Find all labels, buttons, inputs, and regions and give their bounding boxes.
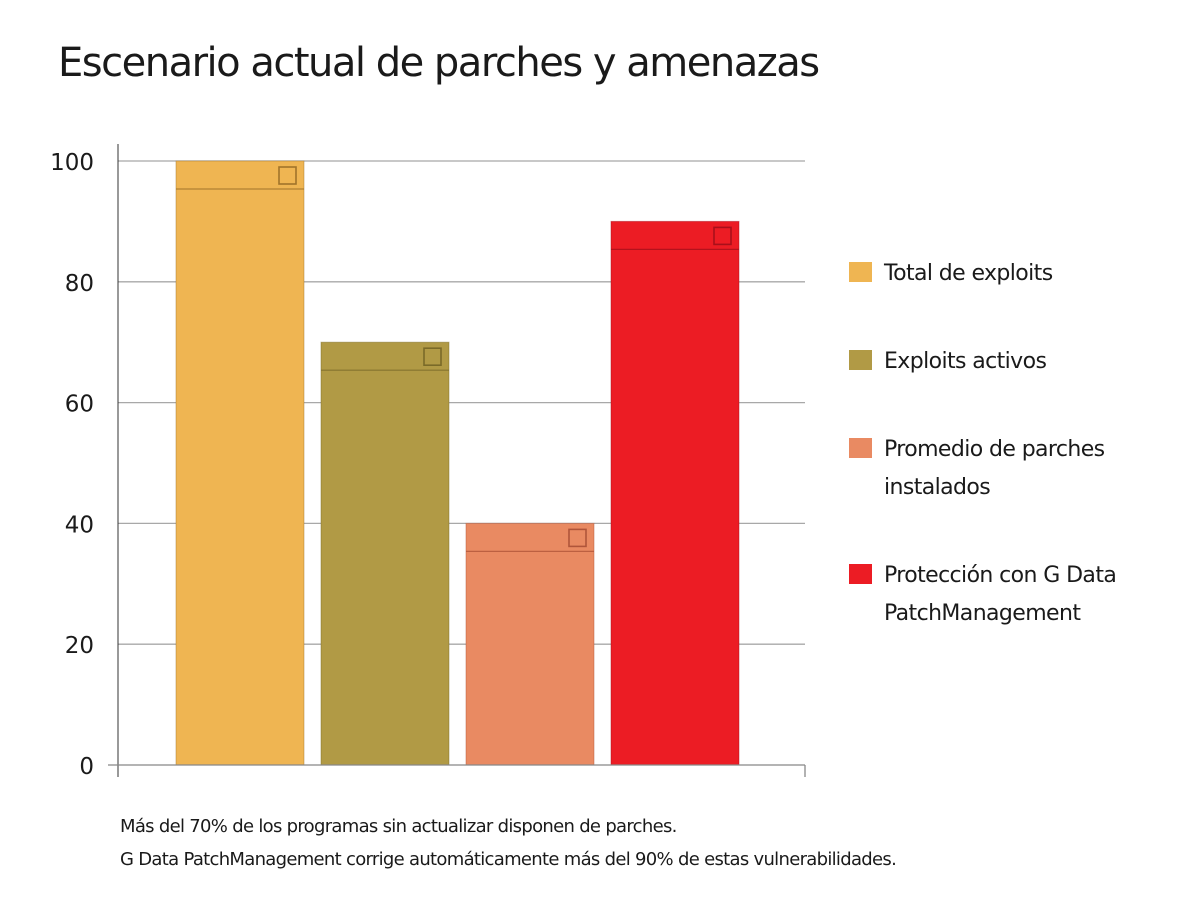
legend-label: Total de exploits [884, 261, 1053, 286]
y-tick-label: 100 [50, 150, 94, 176]
legend-label: Exploits activos [884, 349, 1047, 374]
y-tick-label: 0 [79, 754, 94, 780]
bar [175, 160, 305, 766]
footnote: Más del 70% de los programas sin actuali… [120, 816, 677, 837]
bar-group [320, 341, 450, 766]
legend-swatch [849, 262, 872, 282]
bar-group [175, 160, 305, 766]
legend-swatch [849, 350, 872, 370]
bar [320, 341, 450, 766]
footnotes: Más del 70% de los programas sin actuali… [120, 810, 897, 876]
bar-group [610, 220, 740, 766]
legend-item-installed-patches: Promedio de parches instalados [849, 431, 1164, 507]
bar-marker-square [713, 226, 732, 246]
bar-marker-square [423, 347, 442, 367]
bar-marker-square [278, 166, 297, 185]
legend-label: Promedio de parches instalados [884, 437, 1105, 500]
y-tick-label: 20 [65, 633, 94, 659]
legend-swatch [849, 438, 872, 458]
y-tick-label: 60 [65, 392, 94, 418]
footnote: G Data PatchManagement corrige automátic… [120, 849, 897, 870]
legend-swatch [849, 564, 872, 584]
chart-title: Escenario actual de parches y amenazas [58, 40, 820, 86]
bar-group [465, 522, 595, 766]
bar [465, 522, 595, 766]
y-tick-label: 40 [65, 512, 94, 538]
legend-item-total-exploits: Total de exploits [849, 255, 1164, 293]
legend-item-active-exploits: Exploits activos [849, 343, 1164, 381]
legend-label: Protección con G Data PatchManagement [884, 563, 1117, 626]
y-tick-label: 80 [65, 271, 94, 297]
bar [610, 220, 740, 766]
bar-marker-square [568, 528, 587, 548]
legend-item-gdata-protection: Protección con G Data PatchManagement [849, 557, 1164, 633]
